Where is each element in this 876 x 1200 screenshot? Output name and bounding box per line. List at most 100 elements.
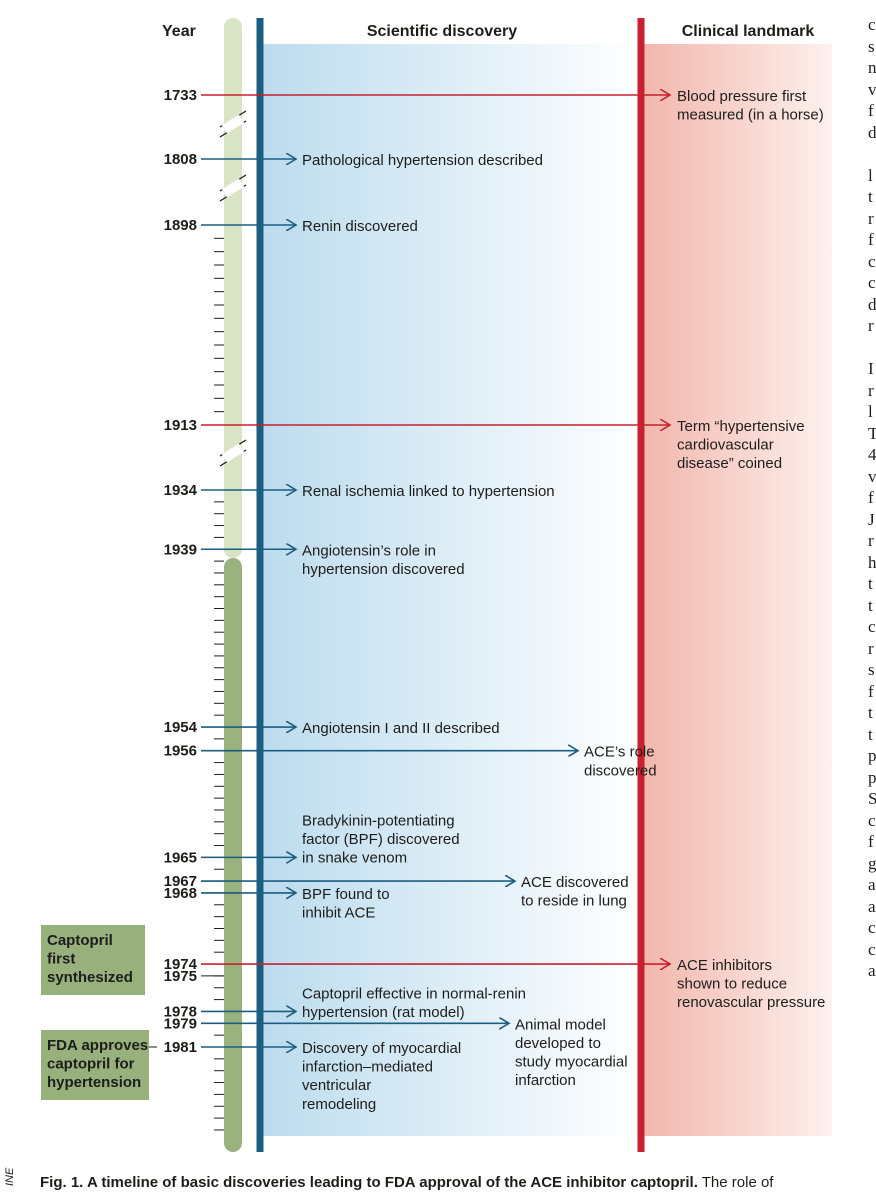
event-1974-clinical: 1974 ACE inhibitors shown to reduce renovas… xyxy=(164,956,826,1011)
discovery-label-1979-line: Animal model xyxy=(515,1016,606,1033)
discovery-band xyxy=(262,44,640,1136)
discovery-label-1981-line: ventricular xyxy=(302,1077,371,1094)
year-label-1965: 1965 xyxy=(164,849,197,866)
milestone-label-1981-line: captopril for xyxy=(47,1056,135,1073)
clinical-label-1913-line: Term “hypertensive xyxy=(677,418,805,435)
discovery-label-1981: Discovery of myocardial infarction–mediat… xyxy=(302,1040,461,1113)
axis-break-gap xyxy=(221,443,245,463)
year-ticks xyxy=(214,237,224,1131)
clinical-label-1733: Blood pressure first measured (in a horse… xyxy=(677,88,824,124)
year-label-1808: 1808 xyxy=(164,151,197,168)
discovery-label-1981-line: Discovery of myocardial xyxy=(302,1040,461,1057)
event-1979-discovery: 1979 Animal model developed to study myocar… xyxy=(164,1015,628,1089)
year-label-1974: 1974 xyxy=(164,956,198,973)
figure-caption: Fig. 1. A timeline of basic discoveries … xyxy=(40,1172,870,1194)
discovery-label-1967: ACE discovered to reside in lung xyxy=(521,874,629,910)
year-label-1981: 1981 xyxy=(164,1039,197,1056)
milestone-label-1981-line: FDA approves xyxy=(47,1037,148,1054)
year-label-1934: 1934 xyxy=(164,482,198,499)
discovery-label-1981-line: infarction–mediated xyxy=(302,1059,433,1076)
event-1981-milestone: FDA approves captopril for hypertension xyxy=(41,1030,157,1100)
event-1956-discovery: 1956 ACE’s role discovered xyxy=(164,743,657,780)
milestone-label-1981-line: hypertension xyxy=(47,1074,141,1091)
milestone-label-1975-line: synthesized xyxy=(47,969,133,986)
discovery-label-1898-line: Renin discovered xyxy=(302,218,418,235)
clinical-label-1974-line: renovascular pressure xyxy=(677,994,825,1011)
event-1981-discovery: 1981 Discovery of myocardial infarction–me… xyxy=(164,1039,462,1113)
discovery-label-1898: Renin discovered xyxy=(302,218,418,235)
discovery-label-1965-line: Bradykinin-potentiating xyxy=(302,812,455,829)
discovery-label-1978: Captopril effective in normal-renin hyper… xyxy=(302,985,526,1021)
discovery-label-1978-line: Captopril effective in normal-renin xyxy=(302,985,526,1002)
discovery-label-1979: Animal model developed to study myocardial… xyxy=(515,1016,628,1089)
discovery-label-1967-line: ACE discovered xyxy=(521,874,629,891)
discovery-label-1978-line: hypertension (rat model) xyxy=(302,1004,465,1021)
discovery-label-1967-line: to reside in lung xyxy=(521,893,627,910)
axis-break-gap xyxy=(221,178,245,198)
clinical-label-1974-line: ACE inhibitors xyxy=(677,957,772,974)
body-text-column: c s n v f d l t r f c c d r I r l T 4 v … xyxy=(868,15,876,980)
discovery-label-1939-line: Angiotensin’s role in xyxy=(302,542,436,559)
clinical-label-1913: Term “hypertensive cardiovascular disease”… xyxy=(677,418,805,472)
event-1968-discovery: 1968 BPF found to inhibit ACE xyxy=(164,885,390,922)
discovery-label-1965: Bradykinin-potentiating factor (BPF) disc… xyxy=(302,812,460,866)
clinical-label-1974: ACE inhibitors shown to reduce renovascula… xyxy=(677,957,825,1011)
discovery-label-1954: Angiotensin I and II described xyxy=(302,720,500,737)
discovery-label-1968: BPF found to inhibit ACE xyxy=(302,886,390,922)
discovery-label-1939: Angiotensin’s role in hypertension discov… xyxy=(302,542,465,578)
discovery-label-1968-line: BPF found to xyxy=(302,886,390,903)
year-label-1913: 1913 xyxy=(164,417,197,434)
discovery-label-1954-line: Angiotensin I and II described xyxy=(302,720,500,737)
discovery-label-1968-line: inhibit ACE xyxy=(302,905,375,922)
discovery-label-1965-line: in snake venom xyxy=(302,850,407,867)
year-label-1733: 1733 xyxy=(164,87,197,104)
event-1975-milestone: 1975 Captopril first synthesized xyxy=(41,925,224,995)
event-1954-discovery: 1954 Angiotensin I and II described xyxy=(164,719,500,737)
era-bar-late xyxy=(224,558,242,1152)
discovery-label-1979-line: developed to xyxy=(515,1035,601,1052)
caption-title: Fig. 1. A timeline of basic discoveries … xyxy=(40,1174,698,1191)
event-1965-discovery: 1965 Bradykinin-potentiating factor (BPF) … xyxy=(164,812,460,866)
era-bar-early xyxy=(224,18,242,558)
discovery-label-1956-line: ACE’s role xyxy=(584,744,655,761)
clinical-label-1913-line: disease” coined xyxy=(677,455,782,472)
event-1978-discovery: 1978 Captopril effective in normal-renin h… xyxy=(164,985,526,1021)
milestone-label-1975-line: first xyxy=(47,951,75,968)
milestone-box-1981 xyxy=(41,1030,149,1100)
discovery-label-1956-line: discovered xyxy=(584,762,657,779)
year-label-1939: 1939 xyxy=(164,541,197,558)
year-label-1979: 1979 xyxy=(164,1015,197,1032)
event-1733-clinical: 1733 Blood pressure first measured (in a h… xyxy=(164,87,824,124)
header-clinical-landmark: Clinical landmark xyxy=(682,23,815,40)
axis-break-gap xyxy=(221,114,245,134)
discovery-label-1979-line: study myocardial xyxy=(515,1053,628,1070)
milestone-label-1975: Captopril first synthesized xyxy=(47,932,133,986)
discovery-label-1934-line: Renal ischemia linked to hypertension xyxy=(302,483,555,500)
year-label-1954: 1954 xyxy=(164,719,198,736)
event-1913-clinical: 1913 Term “hypertensive cardiovascular dise… xyxy=(164,417,805,472)
event-1898-discovery: 1898 Renin discovered xyxy=(164,217,418,235)
discovery-label-1965-line: factor (BPF) discovered xyxy=(302,831,460,848)
milestone-label-1975-line: Captopril xyxy=(47,932,113,949)
discovery-label-1979-line: infarction xyxy=(515,1072,576,1089)
clinical-label-1733-line: Blood pressure first xyxy=(677,88,807,105)
header-year: Year xyxy=(162,23,196,40)
caption-text: The role of xyxy=(697,1174,774,1191)
discovery-label-1808: Pathological hypertension described xyxy=(302,152,543,169)
year-label-1975: 1975 xyxy=(164,968,197,985)
discovery-label-1981-line: remodeling xyxy=(302,1096,376,1113)
year-label-1956: 1956 xyxy=(164,743,197,760)
event-1808-discovery: 1808 Pathological hypertension described xyxy=(164,151,543,169)
discovery-label-1808-line: Pathological hypertension described xyxy=(302,152,543,169)
milestone-label-1981: FDA approves captopril for hypertension xyxy=(47,1037,148,1091)
year-label-1898: 1898 xyxy=(164,217,197,234)
side-tag: INE xyxy=(4,1167,16,1186)
clinical-label-1913-line: cardiovascular xyxy=(677,437,774,454)
year-label-1967: 1967 xyxy=(164,873,197,890)
year-label-1968: 1968 xyxy=(164,885,197,902)
year-label-1978: 1978 xyxy=(164,1003,197,1020)
header-scientific-discovery: Scientific discovery xyxy=(367,23,517,40)
event-1967-discovery: 1967 ACE discovered to reside in lung xyxy=(164,873,629,910)
events-layer: 1733 Blood pressure first measured (in a h… xyxy=(41,87,825,1113)
